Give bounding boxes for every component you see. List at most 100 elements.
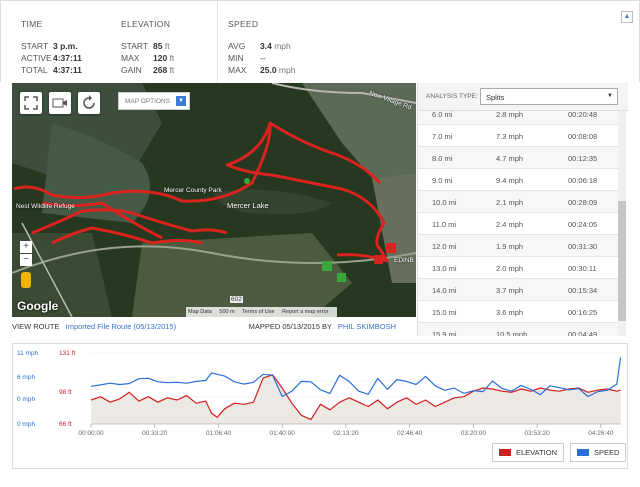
route-map[interactable]: MAP OPTIONS ▼ Mercer County Park Mercer L… (12, 83, 416, 317)
split-speed-cell: 7.3 mph (496, 132, 524, 141)
speed-min-row: MIN -- (228, 52, 317, 64)
elevation-stats: ELEVATION START 85 ft MAX 120 ft GAIN 268 f… (111, 1, 261, 83)
zoom-in-button[interactable]: + (20, 241, 32, 253)
split-speed-cell: 2.4 mph (496, 220, 524, 229)
elevation-header: ELEVATION (121, 19, 171, 29)
stat-value: 4:37:11 (53, 53, 82, 63)
elevation-swatch (499, 449, 511, 456)
speed-stats: SPEED AVG 3.4 mph MIN -- MAX 25.0 mph (217, 1, 317, 83)
x-tick-label: 04:26:40 (588, 430, 614, 437)
stat-value: 3.4 (260, 41, 272, 51)
split-time-cell: 00:24:05 (568, 220, 598, 229)
x-tick-label: 02:13:20 (333, 430, 359, 437)
stats-header: TIME START 3 p.m. ACTIVE4:37:11 TOTAL 4:37… (0, 0, 640, 83)
stat-value: 120 (153, 53, 168, 63)
stat-label: TOTAL (21, 65, 48, 75)
zoom-out-button[interactable]: − (20, 254, 32, 266)
map-options-label: MAP OPTIONS (125, 98, 171, 105)
split-row: 13.0 mi 2.0 mph 00:30:11 (418, 257, 618, 279)
split-dist-cell: 8.0 mi (432, 154, 453, 163)
analysis-type-bar: ANALYSIS TYPE: Splits ▼ (418, 83, 628, 111)
split-speed-cell: 2.0 mph (496, 264, 524, 273)
refresh-icon[interactable] (78, 92, 100, 114)
video-icon[interactable] (49, 92, 71, 114)
pegman-icon[interactable] (21, 272, 31, 288)
split-time-cell: 00:20:48 (568, 110, 598, 119)
stat-label: START (21, 41, 49, 51)
elevation-series-line (90, 374, 621, 421)
split-time-cell: 00:30:11 (568, 264, 597, 273)
split-time-cell: 00:12:35 (568, 154, 598, 163)
speed-toggle-button[interactable]: SPEED (570, 443, 627, 462)
split-speed-cell: 2.1 mph (496, 198, 524, 207)
stat-value: 268 (153, 65, 168, 75)
analysis-type-select[interactable]: Splits ▼ (480, 88, 618, 105)
stat-value: 4:37:11 (53, 65, 82, 75)
satellite-imagery (12, 83, 416, 317)
google-logo: Google (17, 299, 59, 313)
route-number-label: 602 (230, 296, 243, 303)
elevation-toggle-button[interactable]: ELEVATION (492, 443, 564, 462)
stat-value: 85 (153, 41, 163, 51)
view-route-label: VIEW ROUTE (12, 322, 60, 331)
split-time-cell: 00:31:30 (568, 242, 598, 251)
split-dist-cell: 10.0 mi (432, 198, 457, 207)
route-info-bar: VIEW ROUTE Imported File Route (05/13/20… (12, 318, 416, 336)
elevation-tick-label: 98 ft (59, 389, 72, 396)
stat-label: MIN (228, 53, 244, 63)
x-tick-label: 02:46:40 (397, 430, 423, 437)
split-row: 15.0 mi 3.6 mph 00:16:25 (418, 301, 618, 323)
split-dist-cell: 14.0 mi (432, 286, 457, 295)
time-stats: TIME START 3 p.m. ACTIVE4:37:11 TOTAL 4:37… (11, 1, 211, 83)
x-tick-label: 01:06:40 (206, 430, 232, 437)
split-speed-cell: 1.9 mph (496, 242, 524, 251)
split-time-cell: 00:28:09 (568, 198, 598, 207)
mapped-info: MAPPED 05/13/2015 BY PHIL SKIMBOSH (249, 318, 396, 336)
split-row: 7.0 mi 7.3 mph 00:08:08 (418, 125, 618, 147)
author-link[interactable]: PHIL SKIMBOSH (337, 322, 396, 331)
split-dist-cell: 6.0 mi (432, 110, 453, 119)
speed-header: SPEED (228, 19, 259, 29)
terms-link[interactable]: Terms of Use (242, 309, 275, 315)
split-dist-cell: 12.0 mi (432, 242, 457, 251)
stat-value: -- (260, 53, 266, 63)
speed-legend-label: SPEED (594, 448, 620, 457)
report-error-link[interactable]: Report a map error (282, 309, 329, 315)
speed-swatch (577, 449, 589, 456)
fullscreen-icon[interactable] (20, 92, 42, 114)
split-speed-cell: 9.4 mph (496, 176, 524, 185)
route-name-link[interactable]: Imported File Route (05/13/2015) (65, 322, 177, 331)
split-row: 15.9 mi 10.5 mph 00:04:49 (418, 323, 618, 336)
stat-unit: ft (164, 41, 170, 51)
split-time-cell: 00:08:08 (568, 132, 598, 141)
chevron-up-icon[interactable]: ▲ (621, 11, 633, 23)
map-footer: Map Data 500 m Terms of Use Report a map… (186, 307, 337, 317)
speed-tick-label: 6 mph (17, 374, 35, 381)
split-dist-cell: 11.0 mi (432, 220, 457, 229)
time-start-row: START 3 p.m. (21, 40, 211, 52)
stat-unit: ft (169, 65, 175, 75)
time-header: TIME (21, 19, 43, 29)
stat-value: 3 p.m. (53, 41, 78, 51)
map-options-dropdown[interactable]: MAP OPTIONS ▼ (118, 92, 190, 110)
split-dist-cell: 7.0 mi (432, 132, 453, 141)
mapped-by-label: MAPPED 05/13/2015 BY (248, 322, 332, 331)
split-speed-cell: 4.7 mph (496, 154, 524, 163)
map-data-link[interactable]: Map Data (188, 309, 212, 315)
split-time-cell: 00:06:18 (568, 176, 598, 185)
speed-series-line (90, 357, 622, 398)
split-time-cell: 00:04:49 (568, 330, 598, 336)
stat-unit: mph (278, 65, 296, 75)
speed-tick-label: 11 mph (17, 350, 39, 357)
stat-label: GAIN (121, 65, 142, 75)
refuge-label: Nest Wildlife Refuge (16, 203, 75, 210)
speed-tick-label: 0 mph (17, 421, 35, 428)
x-tick-label: 03:20:00 (461, 430, 487, 437)
stat-label: MAX (121, 53, 140, 63)
elevation-area (91, 374, 621, 424)
chart-canvas: 11 mph 131 ft 6 mph 98 ft 0 mph 0 mph 66 ft 00:… (17, 350, 622, 437)
park-label: Mercer County Park (164, 187, 222, 194)
splits-scrollbar-thumb[interactable] (618, 201, 626, 321)
time-total-row: TOTAL 4:37:11 (21, 64, 211, 76)
x-tick-label: 03:53:20 (524, 430, 550, 437)
